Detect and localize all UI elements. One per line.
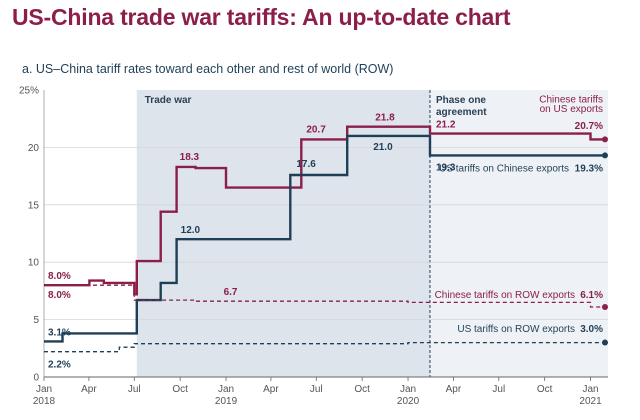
data-label: 18.3 [180,152,200,163]
y-tick-label: 0 [33,373,39,384]
end-label-us-on-chinese: US tariffs on Chinese exports [439,164,569,175]
x-tick-month: Apr [81,384,97,395]
x-tick-month: Oct [537,384,553,395]
end-value-us-on-row: 3.0% [580,324,603,335]
y-tick-label: 15 [28,200,40,211]
chart-subtitle: a. US–China tariff rates toward each oth… [22,62,394,76]
data-label: 20.7 [306,124,326,135]
series-chinese-on-row [44,284,605,308]
series-chinese-on-row-end-marker [602,303,608,310]
x-tick-year: 2020 [397,396,420,407]
data-label: 17.6 [296,159,316,170]
series-us-on-chinese [44,134,605,343]
x-tick-month: Oct [172,384,188,395]
x-tick-month: Jan [218,384,234,395]
end-value-us-on-chinese: 19.3% [575,164,603,175]
x-tick-month: Jan [400,384,416,395]
phase-one-shading [429,90,608,377]
trade-war-shading [136,90,430,377]
x-tick-month: Apr [446,384,462,395]
period-label-phase-one-line2: agreement [436,107,487,118]
data-label: 19.3 [436,162,456,173]
x-tick-month: Oct [354,384,370,395]
series-chinese-on-us [44,125,605,296]
y-tick-label: 5 [33,315,39,326]
series-us-on-chinese-end-marker [602,152,608,159]
x-tick-month: Jan [36,384,52,395]
end-label-chinese-on-us: Chinese tariffs [539,95,603,106]
x-tick-month: Apr [263,384,279,395]
end-value-chinese-on-us: 20.7% [575,121,603,132]
data-label: 2.2% [48,360,71,371]
data-label: 21.2 [436,120,456,131]
data-label: 12.0 [181,225,201,236]
x-tick-year: 2018 [33,396,56,407]
end-label-us-on-row: US tariffs on ROW exports [457,324,575,335]
series-us-on-row-end-marker [602,339,608,346]
x-tick-month: Jul [128,384,141,395]
end-value-chinese-on-row: 6.1% [580,290,603,301]
page-title: US-China trade war tariffs: An up-to-dat… [12,4,511,30]
data-label: 21.8 [375,113,395,124]
y-tick-label: 25% [19,86,39,97]
x-tick-month: Jul [492,384,505,395]
end-label-chinese-on-us-line2: on US exports [540,104,603,115]
series-chinese-on-us-end-marker [602,136,608,143]
y-tick-label: 10 [28,258,40,269]
series-us-on-row [44,341,605,353]
data-label: 3.1% [48,327,71,338]
data-label: 8.0% [48,271,71,282]
y-tick-label: 20 [28,143,40,154]
period-label-phase-one: Phase one [436,95,486,106]
x-tick-month: Jan [582,384,598,395]
x-tick-year: 2021 [579,396,602,407]
data-label: 6.7 [224,287,238,298]
data-label: 8.0% [48,290,71,301]
data-label: 21.0 [373,142,393,153]
x-tick-year: 2019 [215,396,238,407]
end-label-chinese-on-row: Chinese tariffs on ROW exports [435,290,575,301]
x-tick-month: Jul [310,384,323,395]
period-label-trade-war: Trade war [145,95,192,106]
